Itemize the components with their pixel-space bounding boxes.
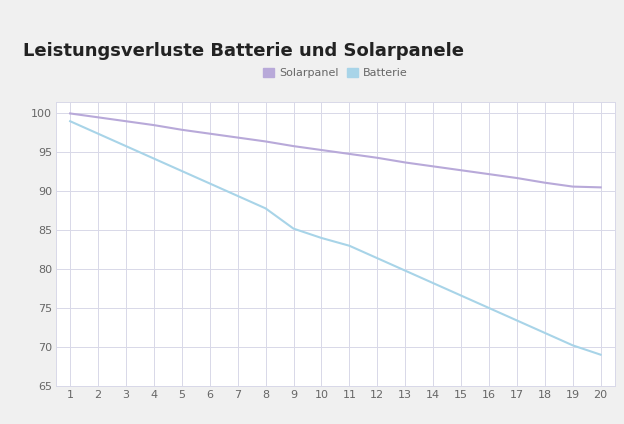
Solarpanel [401, 160, 409, 165]
Solarpanel [262, 139, 270, 144]
Batterie [318, 235, 325, 240]
Solarpanel [94, 115, 102, 120]
Batterie [569, 343, 577, 348]
Batterie [150, 156, 158, 161]
Batterie [66, 119, 74, 124]
Solarpanel [374, 155, 381, 160]
Batterie [541, 330, 548, 335]
Solarpanel [346, 151, 353, 156]
Batterie [513, 318, 520, 323]
Batterie [457, 293, 465, 298]
Batterie [122, 144, 130, 149]
Batterie [262, 206, 270, 211]
Batterie [374, 256, 381, 261]
Batterie [206, 181, 213, 186]
Solarpanel [485, 172, 493, 177]
Solarpanel [290, 144, 297, 149]
Batterie [290, 226, 297, 231]
Line: Solarpanel: Solarpanel [70, 114, 601, 187]
Batterie [346, 243, 353, 248]
Solarpanel [178, 127, 185, 132]
Legend: Solarpanel, Batterie: Solarpanel, Batterie [260, 65, 411, 82]
Batterie [429, 281, 437, 286]
Solarpanel [513, 176, 520, 181]
Batterie [597, 352, 605, 357]
Solarpanel [66, 111, 74, 116]
Batterie [178, 168, 185, 173]
Solarpanel [150, 123, 158, 128]
Solarpanel [429, 164, 437, 169]
Batterie [234, 193, 241, 198]
Batterie [401, 268, 409, 273]
Solarpanel [234, 135, 241, 140]
Solarpanel [318, 148, 325, 153]
Solarpanel [541, 180, 548, 185]
Solarpanel [206, 131, 213, 136]
Batterie [485, 305, 493, 310]
Solarpanel [597, 185, 605, 190]
Line: Batterie: Batterie [70, 121, 601, 355]
Batterie [94, 131, 102, 136]
Solarpanel [569, 184, 577, 189]
Solarpanel [457, 168, 465, 173]
Solarpanel [122, 119, 130, 124]
Text: Leistungsverluste Batterie und Solarpanele: Leistungsverluste Batterie und Solarpane… [23, 42, 464, 60]
